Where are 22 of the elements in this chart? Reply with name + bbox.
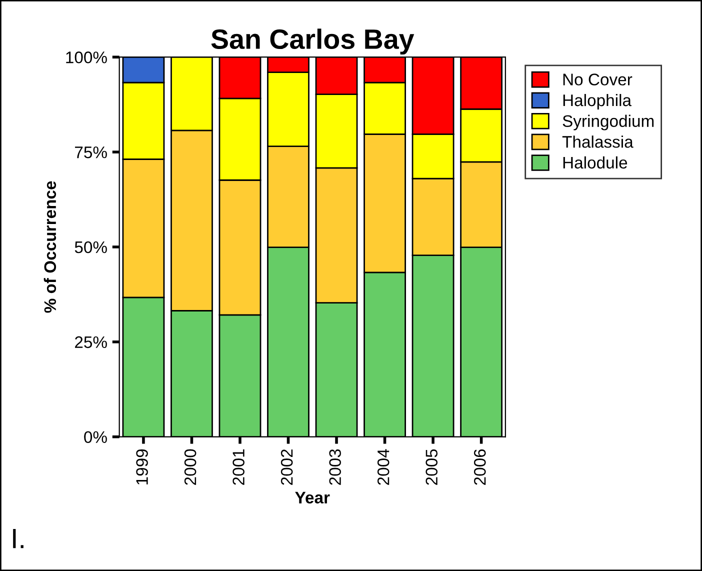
legend-label: Halophila <box>563 94 632 110</box>
y-axis-title: % of Occurrence <box>44 181 56 313</box>
x-axis-title: Year <box>295 492 330 504</box>
x-tick-label: 2005 <box>426 449 438 485</box>
y-tick-label: 0% <box>84 431 107 444</box>
text: I. <box>13 528 24 548</box>
y-tick-label: 25% <box>75 336 107 348</box>
legend-label: No Cover <box>563 74 632 86</box>
x-tick-label: 2003 <box>329 449 341 485</box>
legend-label: Thalassia <box>562 136 634 148</box>
x-tick-label: 2002 <box>280 449 293 485</box>
x-tick-label: 2001 <box>232 449 244 485</box>
x-tick-label: 2004 <box>377 449 390 485</box>
y-tick-label: 100% <box>66 52 107 64</box>
y-tick-label: 50% <box>74 241 107 254</box>
legend-label: Syringodium <box>562 114 654 130</box>
chart-title: San Carlos Bay <box>211 28 414 55</box>
y-tick-label: 75% <box>75 146 107 158</box>
legend-label: Halodule <box>563 156 628 169</box>
x-tick-label: 2006 <box>474 449 486 485</box>
x-tick-label: 2000 <box>184 449 196 485</box>
x-tick-label: 1999 <box>136 449 148 484</box>
